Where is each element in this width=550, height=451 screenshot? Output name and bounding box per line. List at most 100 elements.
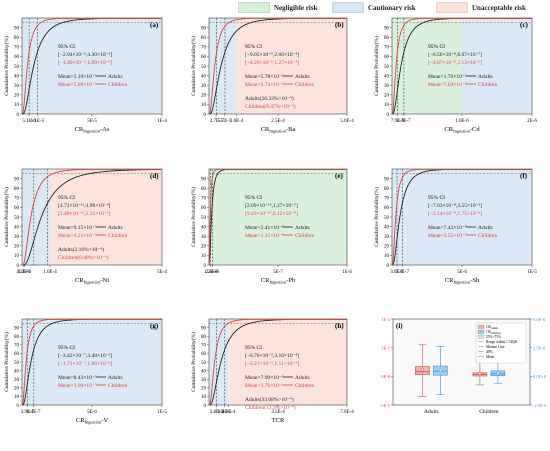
x-tick-label: 7.9E-8	[391, 119, 405, 124]
risk-region-negligible	[209, 169, 347, 265]
y-tick-label: 90	[384, 177, 390, 182]
x-axis-label: CRIngestion-Cd	[444, 126, 480, 134]
y-tick-label: 90	[14, 326, 20, 331]
ci-title: 95% CI	[58, 195, 75, 201]
legend-label: CRChildren	[486, 330, 501, 335]
x-tick-label: 1.0E-4	[230, 119, 244, 124]
x-tick-label: 1.1E-5	[31, 119, 45, 124]
children-cdf-line	[391, 169, 532, 266]
ci-title: 95% CI	[245, 195, 262, 201]
y-tick-label: 0	[17, 264, 20, 269]
y-tick-label: 90	[14, 177, 20, 182]
mean-adults: Mean=1.70×10⁻⁷	[428, 74, 467, 80]
children-legend-label: Children	[478, 82, 497, 88]
legend-label: Range within 1.5IQR	[486, 340, 517, 344]
mean-adults: Mean=8.43×10⁻⁷	[58, 375, 97, 381]
risk-region-unacceptable	[228, 319, 347, 405]
adults-legend-label: Adults	[295, 74, 310, 80]
y-tick-label: 40	[384, 74, 390, 79]
mean-adults: Mean=2.41×10⁻⁸	[245, 225, 284, 231]
ci-adults: [−7.03×10⁻⁸,3.55×10⁻⁶]	[428, 203, 482, 209]
mean-adults: Mean=7.99×10⁻⁵	[245, 375, 284, 381]
panel-b: 0 10 20 30 40 50 60 70 80 90 Cumulative Probabilit…	[190, 17, 354, 134]
legend-label: Median Line	[486, 345, 505, 349]
y-tick-label: 50	[14, 361, 20, 366]
x-tick-label: 2.7E-5	[210, 119, 224, 124]
y-tick-label: 70	[201, 344, 207, 349]
panel-g: 0 10 20 30 40 50 60 70 80 90 Cumulative Probabilit…	[3, 318, 167, 425]
y-tick-label: 10	[201, 254, 207, 259]
exceed-children: Children(8.47%>10⁻⁴)	[245, 103, 296, 110]
mean-adults: Mean=9.15×10⁻⁵	[58, 225, 97, 231]
y-tick-label: 60	[14, 55, 20, 60]
y-tick-label: 30	[201, 84, 207, 89]
legend-swatch	[477, 329, 485, 334]
y-tick-label: 30	[384, 235, 390, 240]
risk-legend: Negligible risk Cautionary risk Unaccept…	[0, 2, 550, 16]
x-tick-label: 1.7E-7	[397, 119, 411, 124]
y-tick-label: 30	[201, 378, 207, 383]
y-tick-label: 50	[384, 216, 390, 221]
adults-legend-label: Adults	[108, 225, 123, 231]
y-tick-label: 50	[14, 65, 20, 70]
ci-adults: [−3.42×10⁻⁷,3.48×10⁻⁶]	[58, 353, 112, 359]
x-tick-label: 8.4E-7	[27, 410, 41, 415]
ci-adults: [−6.76×10⁻⁵,3.16×10⁻⁴]	[245, 353, 299, 359]
panel-c: 0 10 20 30 40 50 60 70 80 90 Cumulative Probabilit…	[373, 17, 537, 134]
x-axis-label: TCR	[272, 417, 285, 424]
x-tick-label: 2.4E-8	[206, 270, 220, 275]
left-y-tick-label: 1E-4	[381, 317, 390, 322]
y-axis-label: Cumulative Probability(%)	[190, 187, 197, 247]
legend-label: Mean	[486, 355, 494, 359]
risk-region-unacceptable	[50, 169, 162, 265]
y-tick-label: 80	[14, 36, 20, 41]
y-tick-label: 0	[204, 264, 207, 269]
y-tick-label: 20	[201, 94, 207, 99]
y-tick-label: 70	[201, 197, 207, 202]
box-mean	[496, 372, 500, 375]
legend-label: 25%~75%	[486, 335, 501, 339]
ci-children: [−3.07×10⁻⁸,3.13×10⁻⁷]	[428, 60, 482, 66]
y-axis-label: Cumulative Probability(%)	[373, 187, 380, 247]
x-tick-label: 4.2E-6	[16, 270, 30, 275]
ci-children: [2.40×10⁻¹²,2.31×10⁻⁴]	[58, 211, 111, 217]
ci-title: 95% CI	[245, 44, 262, 50]
y-tick-label: 0	[387, 113, 390, 118]
panel-i: -5E-5 0E-6 5E-5 1E-4 -2.5E-6 0.0E+0 2.5E-6 5.0E…	[380, 317, 548, 415]
box-mean	[438, 369, 442, 373]
panel-label: (a)	[150, 21, 159, 29]
ci-title: 95% CI	[58, 44, 75, 50]
ci-adults: [4.71×10⁻¹²,4.98×10⁻⁴]	[58, 203, 111, 209]
x-tick-label: 1E-6	[342, 270, 352, 275]
x-tick-label: 3.5E-4	[271, 410, 285, 415]
y-tick-label: 50	[201, 65, 207, 70]
x-tick-label: 5.0E-4	[340, 119, 354, 124]
children-cdf-line	[21, 18, 162, 115]
panel-label: (d)	[150, 172, 159, 180]
exceed-adults: Adults(33.08%>10⁻⁴)	[245, 396, 294, 403]
risk-region-cautionary	[22, 18, 162, 114]
y-tick-label: 60	[384, 206, 390, 211]
panel-label: (f)	[520, 172, 528, 180]
right-y-tick-label: 5.0E-6	[533, 317, 546, 322]
legend-cautionary-swatch	[332, 2, 364, 13]
y-tick-label: 40	[14, 369, 20, 374]
x-axis-label: CRIngestion-Pb	[261, 277, 295, 285]
children-legend-label: Children	[295, 383, 314, 389]
children-cdf-line	[208, 18, 347, 115]
risk-region-cautionary	[462, 18, 532, 114]
adults-legend-label: Adults	[478, 74, 493, 80]
y-tick-label: 90	[384, 26, 390, 31]
y-tick-label: 70	[14, 344, 20, 349]
children-legend-label: Children	[108, 233, 127, 239]
x-tick-label: 5E-6	[87, 410, 97, 415]
y-tick-label: 70	[384, 46, 390, 51]
mean-children: Mean=3.76×10⁻⁵	[245, 383, 284, 389]
panel-a: 0 10 20 30 40 50 60 70 80 90 Cumulative Probabilit…	[3, 17, 167, 134]
y-tick-label: 60	[201, 352, 207, 357]
legend-label: CRAdults	[486, 325, 498, 330]
y-tick-label: 80	[384, 36, 390, 41]
risk-region-unacceptable	[236, 18, 347, 114]
ci-children: [9.43×10⁻¹⁵,6.12×10⁻⁸]	[245, 211, 298, 217]
legend-swatch	[477, 334, 485, 339]
